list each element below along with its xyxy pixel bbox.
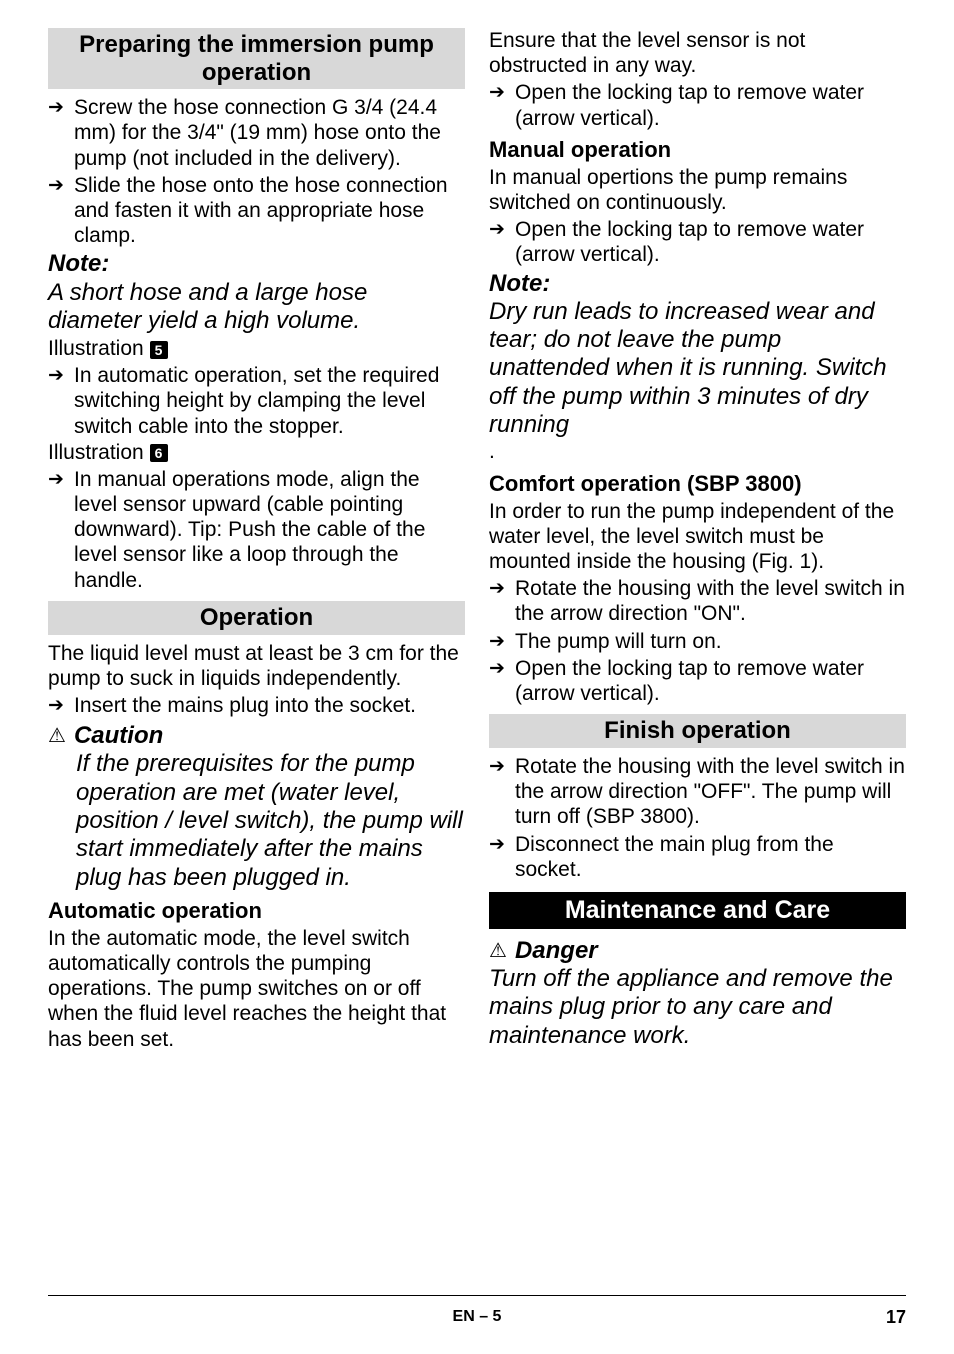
- list-item: Screw the hose connection G 3/4 (24.4 mm…: [48, 95, 465, 171]
- section-maintenance-title: Maintenance and Care: [489, 892, 906, 929]
- list-item: Open the locking tap to remove water (ar…: [489, 217, 906, 267]
- illustration-number-icon: 6: [150, 444, 168, 462]
- comfort-operation-title: Comfort operation (SBP 3800): [489, 471, 906, 497]
- section-finish-title: Finish operation: [489, 714, 906, 748]
- note-body-right: Dry run leads to increased wear and tear…: [489, 298, 906, 440]
- list-item: Open the locking tap to remove water (ar…: [489, 80, 906, 130]
- automatic-operation-title: Automatic operation: [48, 898, 465, 924]
- right-intro: Ensure that the level sensor is not obst…: [489, 28, 906, 78]
- illustration-label: Illustration: [48, 441, 144, 464]
- list-manual: Open the locking tap to remove water (ar…: [489, 217, 906, 267]
- manual-operation-body: In manual opertions the pump remains swi…: [489, 165, 906, 215]
- list-item: Insert the mains plug into the socket.: [48, 693, 465, 718]
- warning-icon: ⚠: [48, 722, 66, 750]
- illustration-ref: Illustration 5: [48, 337, 465, 361]
- note-label: Note:: [48, 250, 465, 278]
- note-body: A short hose and a large hose diameter y…: [48, 279, 465, 336]
- illustration-ref: Illustration 6: [48, 441, 465, 465]
- list-item: In manual operations mode, align the lev…: [48, 467, 465, 593]
- list-prep-b: In automatic operation, set the required…: [48, 363, 465, 439]
- list-item: Slide the hose onto the hose connection …: [48, 173, 465, 249]
- automatic-operation-body: In the automatic mode, the level switch …: [48, 926, 465, 1052]
- footer-page-number: 17: [886, 1307, 906, 1328]
- warning-icon: ⚠: [489, 937, 507, 965]
- danger-label: Danger: [515, 937, 598, 965]
- danger-body: Turn off the appliance and remove the ma…: [489, 965, 906, 1050]
- caution-heading: ⚠ Caution: [48, 722, 465, 750]
- page-footer: EN – 5 17: [0, 1308, 954, 1326]
- footer-rule: [48, 1295, 906, 1296]
- section-immersion-pump-title: Preparing the immersion pump operation: [48, 28, 465, 89]
- caution-label: Caution: [74, 722, 163, 750]
- list-finish: Rotate the housing with the level switch…: [489, 754, 906, 882]
- list-item: Open the locking tap to remove water (ar…: [489, 656, 906, 706]
- illustration-label: Illustration: [48, 337, 144, 360]
- list-item: Rotate the housing with the level switch…: [489, 754, 906, 830]
- list-operation: Insert the mains plug into the socket.: [48, 693, 465, 718]
- list-prep-a: Screw the hose connection G 3/4 (24.4 mm…: [48, 95, 465, 248]
- note-dot: .: [489, 439, 906, 464]
- list-prep-c: In manual operations mode, align the lev…: [48, 467, 465, 593]
- list-item: The pump will turn on.: [489, 629, 906, 654]
- caution-body: If the prerequisites for the pump operat…: [48, 750, 465, 892]
- note-label-right: Note:: [489, 270, 906, 298]
- section-operation-title: Operation: [48, 601, 465, 635]
- illustration-number-icon: 5: [150, 341, 168, 359]
- comfort-operation-body: In order to run the pump independent of …: [489, 499, 906, 575]
- list-item: Rotate the housing with the level switch…: [489, 576, 906, 626]
- operation-intro: The liquid level must at least be 3 cm f…: [48, 641, 465, 691]
- danger-heading: ⚠ Danger: [489, 937, 906, 965]
- list-item: Disconnect the main plug from the socket…: [489, 832, 906, 882]
- list-comfort: Rotate the housing with the level switch…: [489, 576, 906, 706]
- list-item: In automatic operation, set the required…: [48, 363, 465, 439]
- footer-page-code: EN – 5: [453, 1308, 502, 1326]
- list-right-intro: Open the locking tap to remove water (ar…: [489, 80, 906, 130]
- manual-operation-title: Manual operation: [489, 137, 906, 163]
